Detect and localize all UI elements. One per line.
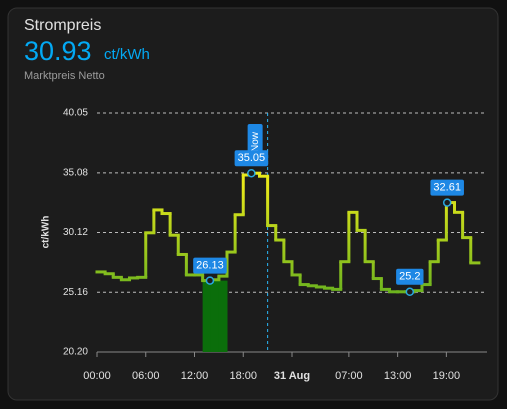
annotation-point (205, 276, 215, 285)
x-tick-label: 19:00 (433, 370, 461, 382)
x-tick-label: 06:00 (132, 370, 160, 382)
annotation-box (193, 257, 227, 274)
annotation: 25.2 (396, 268, 424, 285)
unit: ct/kWh (104, 46, 150, 63)
y-tick-label: 40.05 (63, 108, 88, 119)
y-axis-label: ct/kWh (41, 216, 52, 249)
annotation-label: 32.61 (433, 181, 461, 193)
annotation: 32.61 (430, 179, 464, 196)
annotation-box (430, 179, 464, 196)
annotation-label: 35.05 (238, 152, 266, 164)
x-tick-label: 07:00 (335, 370, 363, 382)
x-tick-label: 18:00 (229, 370, 257, 382)
annotation-point (247, 168, 256, 178)
annotation-label: 26.13 (196, 260, 224, 272)
x-tick-label: 00:00 (83, 370, 111, 382)
subtitle: Marktpreis Netto (24, 70, 105, 82)
y-tick-label: 35.08 (63, 167, 88, 178)
y-tick-label: 20.20 (63, 347, 88, 358)
x-tick-label: 31 Aug (274, 370, 310, 382)
annotation-point (405, 287, 415, 297)
card-bg (7, 7, 499, 401)
y-tick-label: 30.12 (63, 227, 88, 238)
y-tick-label: 25.16 (63, 287, 88, 298)
bar (218, 280, 228, 352)
annotation: 35.05 (234, 150, 269, 167)
annotation: 26.13 (193, 257, 227, 274)
annotation-box (396, 268, 424, 285)
x-tick-label: 12:00 (181, 370, 209, 382)
annotation-box (234, 150, 269, 167)
bar (202, 280, 212, 352)
state: 30.93 (24, 36, 92, 66)
title: Strompreis (24, 17, 101, 34)
annotation-label: 25.2 (399, 271, 420, 283)
annotation-point (442, 198, 452, 207)
now-label: Now (250, 131, 261, 152)
x-tick-label: 13:00 (384, 370, 412, 382)
bar (210, 280, 220, 352)
